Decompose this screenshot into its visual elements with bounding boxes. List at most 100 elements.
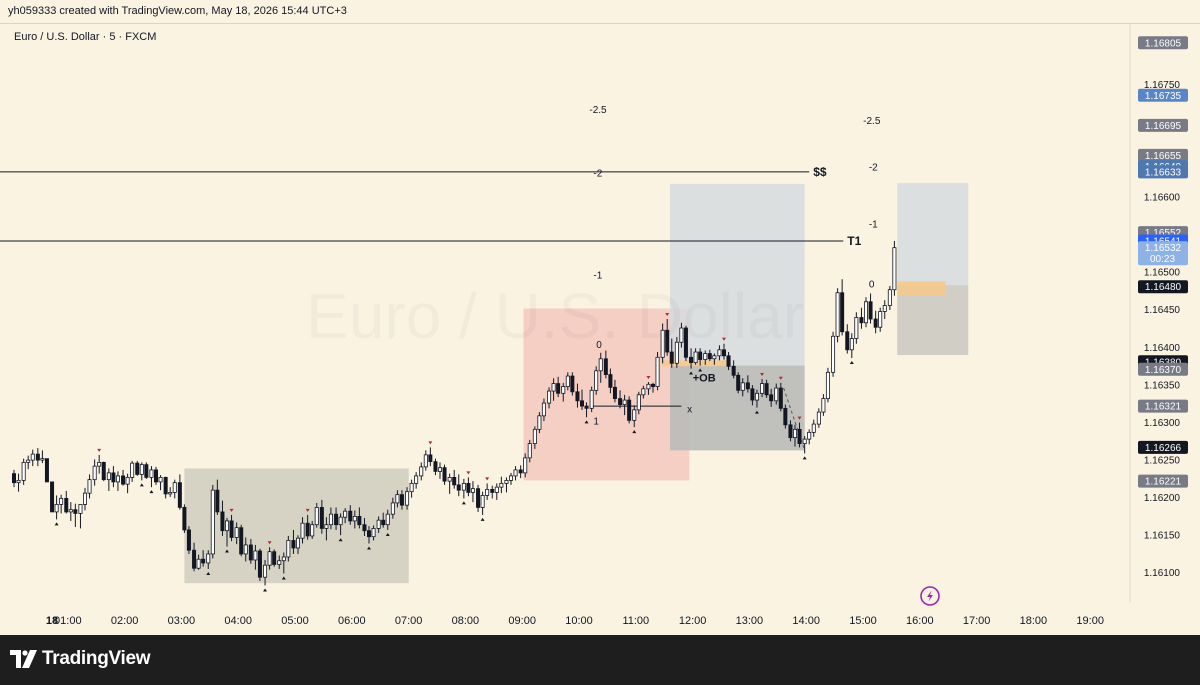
annotation-label: -2 bbox=[593, 169, 602, 180]
price-tag-label: 1.16221 bbox=[1145, 477, 1182, 488]
price-tick-label: 1.16400 bbox=[1144, 343, 1181, 354]
candle-body bbox=[740, 382, 745, 391]
annotation-label: -1 bbox=[593, 271, 602, 282]
candle-body bbox=[68, 509, 73, 513]
swing-low-marker bbox=[480, 517, 485, 521]
candle-body bbox=[324, 524, 329, 529]
candle-body bbox=[182, 507, 187, 531]
swing-high-marker bbox=[267, 541, 272, 545]
price-tag bbox=[1138, 241, 1188, 266]
candle-body bbox=[816, 411, 821, 425]
swing-high-marker bbox=[778, 376, 783, 380]
swing-low-marker bbox=[367, 546, 371, 550]
chart-canvas[interactable]: $$T1 Euro / U.S. Dollar -2.5-2-101-2.5-2… bbox=[0, 24, 1200, 635]
candle-body bbox=[783, 407, 788, 426]
candle-body bbox=[50, 481, 55, 513]
candle-body bbox=[835, 292, 840, 337]
candle-body bbox=[513, 469, 518, 477]
candle-body bbox=[97, 461, 102, 467]
price-tag bbox=[1138, 36, 1188, 50]
price-axis[interactable]: 1.16750 1.16600 1.16500 1.16450 1.16400 1.163… bbox=[1138, 36, 1188, 579]
candle-body bbox=[215, 489, 220, 513]
swing-low-marker bbox=[461, 501, 466, 505]
swing-low-marker bbox=[225, 549, 229, 553]
candle-body bbox=[504, 479, 509, 484]
candle-body bbox=[399, 494, 404, 506]
time-tick-label: 18:00 bbox=[1020, 615, 1048, 627]
candle-body bbox=[750, 388, 755, 401]
candle-body bbox=[580, 400, 585, 407]
annotation-label: -2.5 bbox=[863, 116, 881, 127]
time-tick-label: 03:00 bbox=[168, 615, 196, 627]
candle-body bbox=[636, 394, 641, 411]
candle-body bbox=[731, 365, 736, 376]
candle-body bbox=[669, 351, 674, 364]
candle-body bbox=[54, 504, 59, 513]
candle-body bbox=[854, 317, 859, 339]
candle-body bbox=[357, 516, 362, 526]
candle-body bbox=[405, 491, 410, 506]
swing-high-marker bbox=[646, 376, 651, 380]
candle-body bbox=[456, 484, 461, 491]
candle-body bbox=[106, 472, 111, 481]
candle-body bbox=[575, 391, 580, 402]
candle-body bbox=[201, 558, 206, 564]
candle-body bbox=[334, 513, 339, 526]
candle-body bbox=[466, 482, 471, 493]
time-tick-label: 05:00 bbox=[281, 615, 309, 627]
time-tick-label: 18 bbox=[46, 615, 58, 627]
time-tick-label: 17:00 bbox=[963, 615, 991, 627]
zone-zone-gray-0 bbox=[184, 468, 409, 584]
price-tag-label: 1.16266 bbox=[1145, 443, 1182, 454]
candle-body bbox=[561, 386, 566, 394]
chart-area[interactable]: $$ T1 Euro / U.S. Dollar -2.5 -2 -1 0 1 -2.5 -2… bbox=[0, 24, 1200, 635]
candle-body bbox=[300, 522, 305, 539]
candle-body bbox=[172, 482, 177, 493]
candle-body bbox=[632, 409, 637, 421]
swing-low-marker bbox=[698, 368, 703, 372]
candle-body bbox=[277, 560, 282, 565]
swing-high-marker bbox=[97, 448, 102, 452]
annotation-label: 0 bbox=[869, 280, 875, 291]
lightning-icon[interactable] bbox=[920, 586, 940, 606]
time-tick-label: 11:00 bbox=[622, 615, 649, 627]
candle-body bbox=[689, 356, 694, 363]
candle-body bbox=[774, 387, 779, 402]
candle-body bbox=[26, 459, 31, 463]
candle-body bbox=[470, 488, 475, 493]
swing-low-marker bbox=[689, 371, 694, 375]
candle-body bbox=[527, 443, 532, 459]
candle-body bbox=[362, 524, 367, 532]
time-tick-label: 07:00 bbox=[395, 615, 423, 627]
candle-body bbox=[366, 530, 371, 538]
candle-body bbox=[83, 492, 88, 505]
candle-body bbox=[21, 461, 26, 481]
symbol-title[interactable]: Euro / U.S. Dollar · 5 · FXCM bbox=[14, 31, 156, 43]
level-label-1: T1 bbox=[847, 234, 861, 248]
candle-body bbox=[348, 510, 353, 522]
brand-name: TradingView bbox=[42, 648, 151, 669]
candle-body bbox=[87, 479, 92, 494]
swing-low-marker bbox=[338, 538, 343, 542]
candle-body bbox=[177, 482, 182, 508]
candle-body bbox=[707, 353, 712, 360]
candle-body bbox=[310, 524, 315, 537]
candle-body bbox=[840, 292, 845, 333]
candle-body bbox=[30, 453, 35, 461]
candle-body bbox=[722, 349, 727, 357]
candle-body bbox=[594, 370, 599, 391]
candle-body bbox=[395, 494, 400, 504]
price-tag bbox=[1138, 362, 1188, 376]
candle-body bbox=[111, 472, 116, 483]
candle-body bbox=[651, 383, 656, 387]
candle-body bbox=[882, 305, 887, 312]
candle-body bbox=[121, 475, 126, 485]
price-tick-label: 1.16600 bbox=[1144, 193, 1181, 204]
candle-body bbox=[797, 428, 802, 445]
candle-body bbox=[352, 516, 357, 522]
candle-body bbox=[461, 482, 466, 491]
candle-body bbox=[59, 498, 64, 505]
candle-body bbox=[229, 520, 234, 538]
candle-body bbox=[338, 516, 343, 526]
